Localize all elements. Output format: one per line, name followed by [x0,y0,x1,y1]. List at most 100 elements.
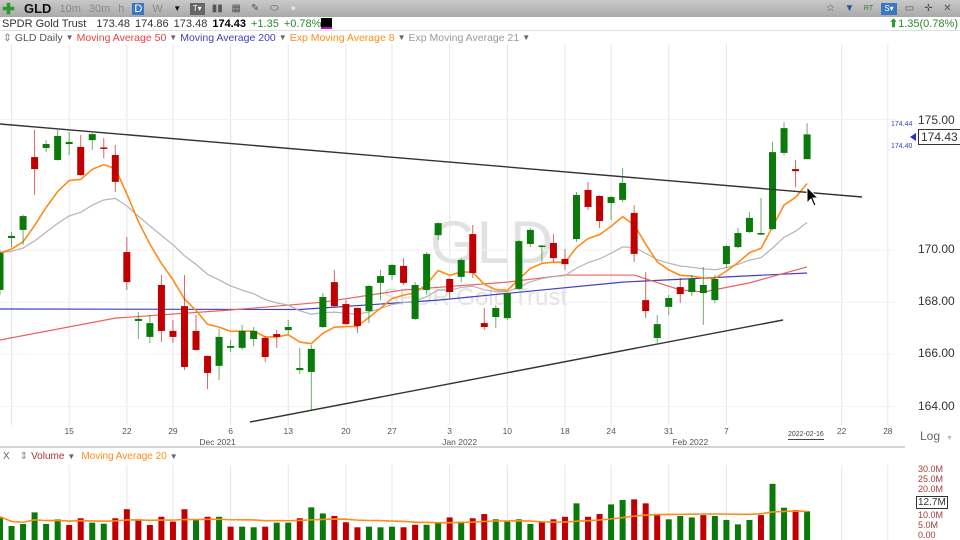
price-tick: 166.00 [918,346,955,360]
dropdown-icon[interactable]: ▼ [397,33,406,42]
filter-icon[interactable]: ▼ [844,3,855,14]
legend-volume[interactable]: Volume [31,451,65,462]
legend-ema21[interactable]: Exp Moving Average 21 [408,31,520,44]
drag-handle-icon[interactable]: ⇕ [3,31,12,44]
dropdown-icon[interactable]: ▼ [169,452,178,461]
legend-ma50[interactable]: Moving Average 50 [76,31,167,44]
volume-bar [677,515,684,540]
timeframe-dropdown-icon[interactable]: ▼ [173,4,182,13]
bid-label: 174.44 [891,121,913,128]
dropdown-icon[interactable]: ▼ [65,33,74,42]
close-volume-button[interactable]: X [3,451,10,462]
ema21-line [0,197,808,315]
close-icon[interactable]: ✕ [943,3,952,14]
scale-toggle[interactable]: Log ▼ [920,429,953,446]
drag-handle-icon[interactable]: ⇕ [19,451,29,462]
volume-bar [319,513,326,540]
volume-tick: 20.0M [918,484,944,494]
add-indicator-icon[interactable]: ▦ [231,3,241,14]
volume-bar [423,524,430,540]
volume-bar [804,511,811,540]
candle-body [792,169,800,172]
volume-bar [723,519,730,540]
last-price: 174.43 [212,17,246,30]
x-tick-label: 15 [64,426,74,436]
candle-body [123,252,131,283]
move-icon[interactable]: ✛ [924,3,933,14]
candle-body [803,134,811,160]
volume-bar [100,523,107,540]
scale-label[interactable]: Log [920,429,941,443]
candle-body [642,300,650,312]
candle-body [215,336,223,366]
volume-bar [654,515,661,540]
candle-body [169,330,177,337]
candle-body [538,245,546,248]
timeframe-hour[interactable]: h [118,2,125,15]
text-tool-icon[interactable]: T▾ [189,2,205,15]
legend-ema8[interactable]: Exp Moving Average 8 [289,31,395,44]
candle-body [204,355,212,373]
pencil-icon[interactable]: ✎ [251,3,260,14]
scan-button[interactable]: S▾ [881,2,897,15]
dropdown-icon[interactable]: ▼ [522,33,531,42]
high-price: 174.86 [135,17,169,30]
volume-bar [538,521,545,540]
volume-bar [377,527,384,540]
ma50-line [0,266,808,341]
volume-ma-line [0,510,808,524]
add-icon[interactable]: ✚ [2,0,15,18]
timeframe-30m[interactable]: 30m [88,2,111,15]
volume-bar [781,507,788,540]
volume-bar [354,527,361,540]
toolbar: ✚ GLD 10m 30m h D W ▼ T▾ ▮▮ ▦ ✎ ⬭ ● ☆ ▼ … [0,0,960,18]
volume-bar [711,515,718,540]
volume-legend: X ⇕ Volume ▼ Moving Average 20 ▼ [3,451,184,462]
candle-body [353,307,361,326]
eraser-icon[interactable]: ⬭ [269,3,279,14]
candle-body [307,348,315,372]
volume-bar [435,522,442,540]
legend-volume-ma[interactable]: Moving Average 20 [81,451,167,462]
color-swatch-icon[interactable] [321,18,333,29]
dropdown-icon[interactable]: ▼ [67,452,76,461]
x-month-label: Dec 2021 [199,437,236,447]
candle-body [526,229,534,244]
dropdown-icon[interactable]: ▼ [169,33,178,42]
volume-bar [112,518,119,540]
window-icon[interactable]: ▭ [904,3,915,14]
candle-body [745,217,753,232]
timeframe-daily[interactable]: D [132,2,145,15]
volume-last-box: 12.7M [916,496,948,509]
chart-type-icon[interactable]: ▮▮ [211,3,223,14]
timeframe-weekly[interactable]: W [152,2,163,15]
candle-body [653,324,661,338]
star-icon[interactable]: ☆ [826,3,835,14]
dropdown-icon[interactable]: ▼ [278,33,287,42]
realtime-icon[interactable]: RT [863,5,874,12]
volume-bar [262,526,269,540]
change: +1.35 [250,17,279,30]
candle-body [238,330,246,348]
volume-bar [596,514,603,540]
dropdown-icon[interactable]: ▼ [946,435,953,442]
legend-chart[interactable]: GLD Daily [14,31,63,44]
volume-bar [54,519,61,540]
volume-bar [216,516,223,540]
legend-ma200[interactable]: Moving Average 200 [180,31,276,44]
share-icon[interactable]: ● [290,3,297,14]
candle-body [261,337,269,358]
volume-bar [123,509,130,540]
volume-bar [561,516,568,540]
right-change: 1.35(0.78%) [898,17,958,30]
volume-bar [158,516,165,540]
up-arrow-icon: ⬆ [888,18,899,30]
candle-body [192,330,200,350]
volume-bar [20,523,27,540]
x-tick-label: 22 [836,426,847,436]
volume-bar [227,526,234,540]
timeframe-10m[interactable]: 10m [59,2,81,15]
volume-bar [239,526,246,540]
symbol-label[interactable]: GLD [24,1,52,16]
